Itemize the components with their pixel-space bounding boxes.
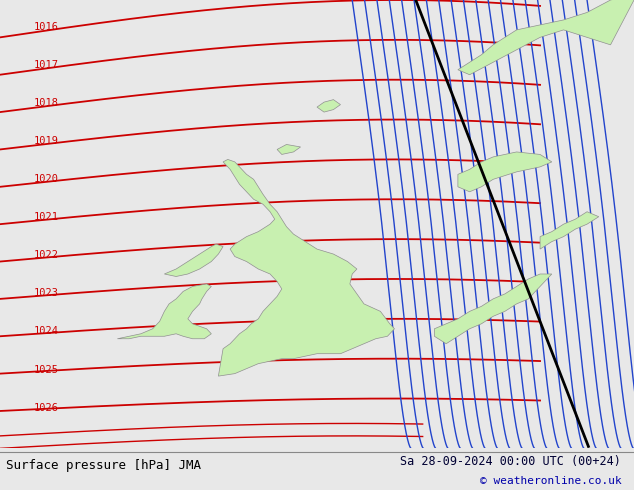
Text: Surface pressure [hPa] JMA: Surface pressure [hPa] JMA <box>6 459 202 471</box>
Text: © weatheronline.co.uk: © weatheronline.co.uk <box>479 476 621 486</box>
Polygon shape <box>434 274 552 344</box>
Text: Sa 28-09-2024 00:00 UTC (00+24): Sa 28-09-2024 00:00 UTC (00+24) <box>401 455 621 468</box>
Polygon shape <box>458 0 634 75</box>
Polygon shape <box>540 212 598 249</box>
Polygon shape <box>277 145 301 154</box>
Polygon shape <box>458 152 552 192</box>
Polygon shape <box>317 99 340 112</box>
Text: 1018: 1018 <box>34 98 59 108</box>
Polygon shape <box>117 284 211 339</box>
Text: 1017: 1017 <box>34 60 59 70</box>
Text: 1023: 1023 <box>34 289 59 298</box>
Polygon shape <box>218 159 394 376</box>
Text: 1021: 1021 <box>34 212 59 222</box>
Text: 1022: 1022 <box>34 250 59 260</box>
Text: 1024: 1024 <box>34 326 59 337</box>
Text: 1016: 1016 <box>34 22 59 32</box>
Text: 1020: 1020 <box>34 174 59 184</box>
Text: 1019: 1019 <box>34 136 59 146</box>
Polygon shape <box>164 244 223 276</box>
Text: 1025: 1025 <box>34 365 59 374</box>
Text: 1026: 1026 <box>34 403 59 413</box>
